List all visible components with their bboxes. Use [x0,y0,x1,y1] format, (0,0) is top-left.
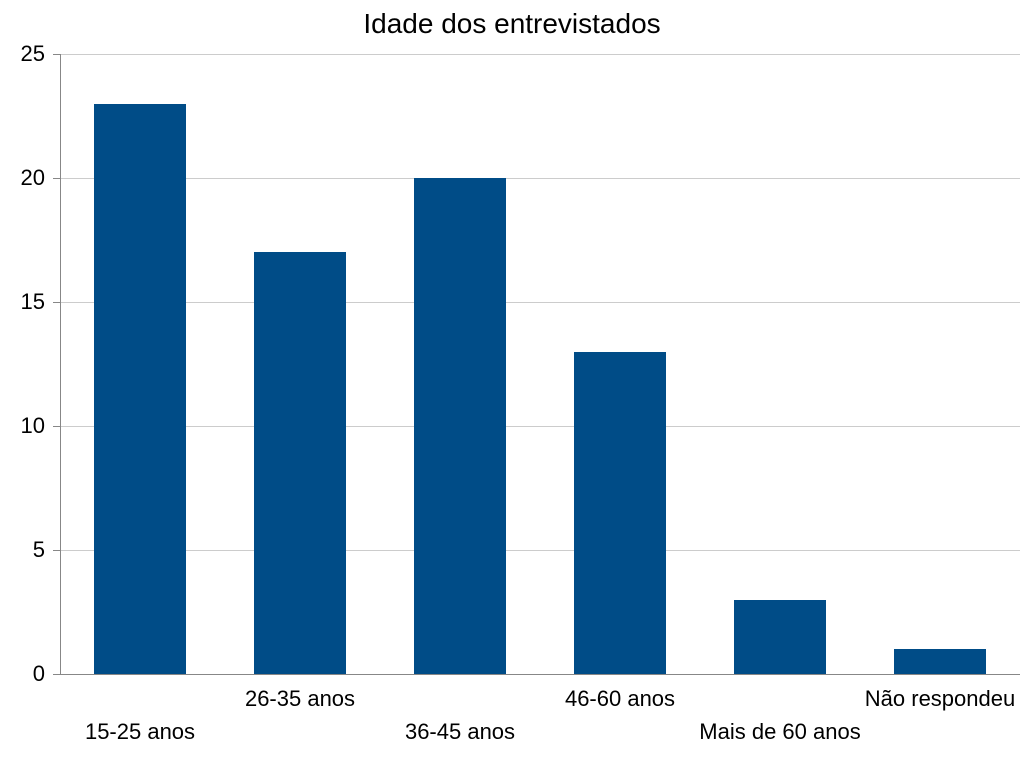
y-tick-mark [53,550,60,551]
grid-line [60,178,1020,179]
plot-area: 051015202515-25 anos26-35 anos36-45 anos… [60,54,1020,674]
y-axis [60,54,61,674]
grid-line [60,54,1020,55]
bar [414,178,507,674]
bar [734,600,827,674]
grid-line [60,550,1020,551]
x-axis-label: 36-45 anos [405,719,515,745]
y-tick-label: 0 [5,661,45,687]
x-axis-label: Mais de 60 anos [699,719,860,745]
bar [254,252,347,674]
grid-line [60,426,1020,427]
y-tick-mark [53,674,60,675]
bar [574,352,667,674]
grid-line [60,302,1020,303]
x-axis-label: 46-60 anos [565,686,675,712]
y-tick-label: 5 [5,537,45,563]
x-axis-label: 15-25 anos [85,719,195,745]
bar [94,104,187,674]
y-tick-label: 25 [5,41,45,67]
y-tick-mark [53,302,60,303]
y-tick-label: 20 [5,165,45,191]
x-axis-label: 26-35 anos [245,686,355,712]
x-axis [60,674,1020,675]
x-axis-label: Não respondeu [865,686,1015,712]
bar-chart: Idade dos entrevistados 051015202515-25 … [0,0,1024,767]
y-tick-mark [53,178,60,179]
y-tick-mark [53,54,60,55]
bar [894,649,987,674]
y-tick-mark [53,426,60,427]
y-tick-label: 10 [5,413,45,439]
chart-title: Idade dos entrevistados [0,8,1024,40]
y-tick-label: 15 [5,289,45,315]
